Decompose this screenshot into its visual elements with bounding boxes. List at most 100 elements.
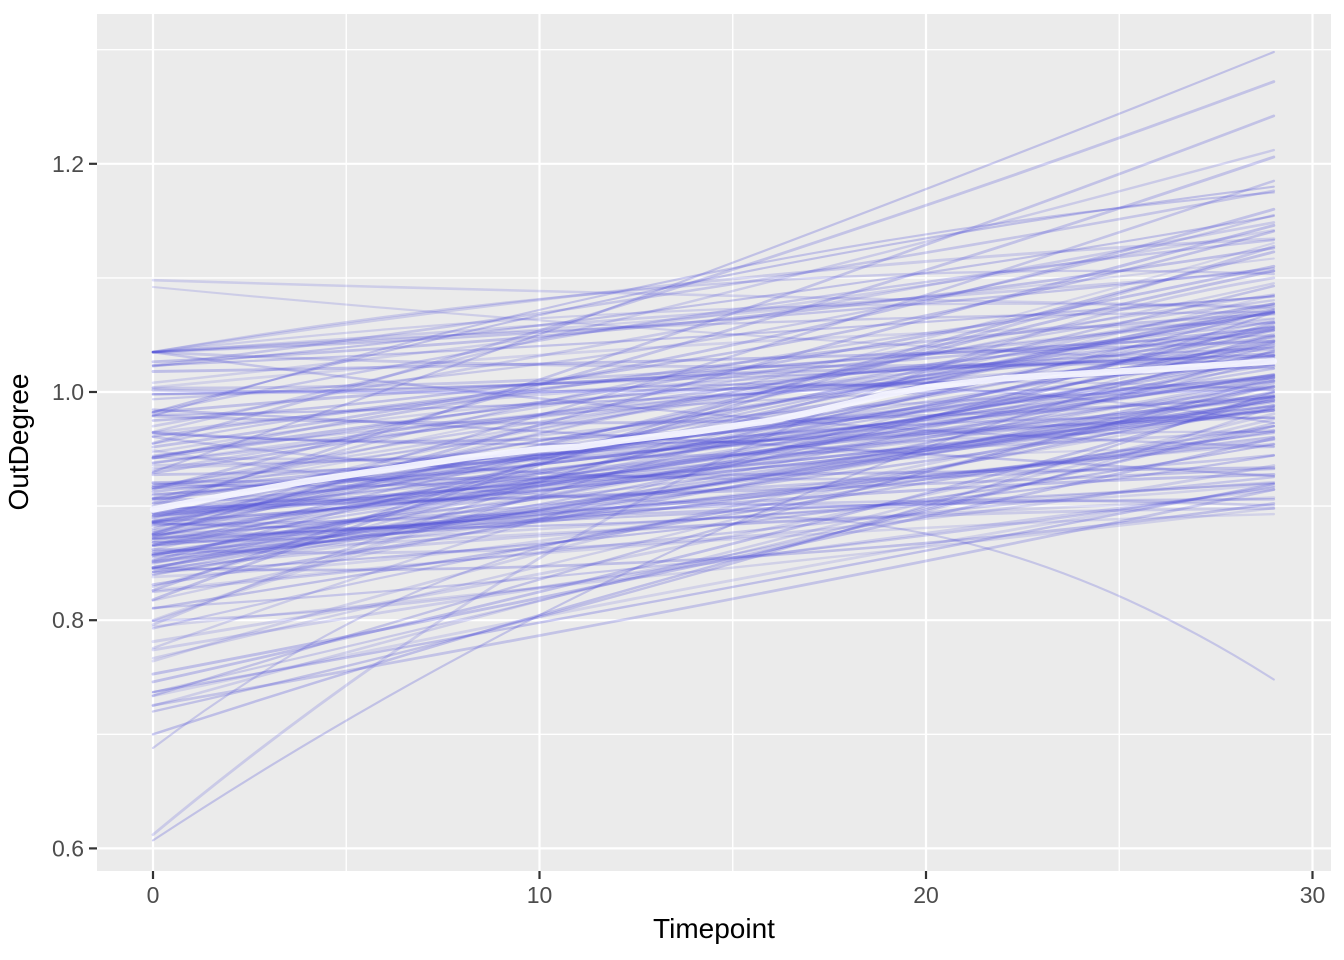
spaghetti-lines	[151, 50, 1276, 842]
y-tick-label: 1.0	[52, 379, 84, 405]
subject-trajectory	[151, 278, 1276, 308]
subject-trajectory	[151, 350, 1276, 448]
subject-trajectory	[151, 350, 1276, 505]
subject-trajectory	[151, 405, 1275, 446]
subject-trajectory	[151, 403, 1275, 538]
subject-trajectory	[151, 214, 1275, 368]
subject-trajectory	[151, 376, 1276, 524]
x-tick-label: 10	[527, 882, 553, 908]
subject-trajectory	[151, 385, 1276, 556]
subject-trajectory	[151, 379, 1275, 602]
subject-trajectory	[151, 506, 1276, 571]
panel-background	[97, 14, 1331, 871]
subject-trajectory	[151, 353, 1276, 557]
subject-trajectory	[151, 397, 1276, 518]
y-axis-title: OutDegree	[3, 374, 34, 511]
subject-trajectory	[151, 229, 1276, 422]
subject-trajectory	[151, 155, 1276, 491]
subject-trajectory	[151, 394, 1276, 425]
subject-trajectory	[151, 358, 1275, 516]
subject-trajectory	[151, 380, 1276, 454]
subject-trajectory	[151, 221, 1276, 428]
subject-trajectory	[151, 482, 1275, 540]
subject-trajectory	[151, 229, 1276, 384]
subject-trajectory	[151, 257, 1275, 354]
subject-trajectory	[151, 482, 1276, 694]
subject-trajectory	[151, 409, 1275, 577]
subject-trajectory	[151, 415, 1276, 488]
subject-trajectory	[151, 321, 1276, 389]
subject-trajectory	[151, 374, 1276, 542]
subject-trajectory	[151, 416, 1275, 522]
subject-trajectory	[151, 431, 1275, 630]
subject-trajectory	[151, 417, 1276, 708]
subject-trajectory	[151, 442, 1276, 576]
subject-trajectory	[151, 473, 1276, 564]
subject-trajectory	[151, 269, 1276, 602]
subject-trajectory	[151, 424, 1276, 736]
axis-tick-labels: 0 10 20 30 0.6 0.8 1.0 1.2	[52, 151, 1325, 908]
subject-trajectory	[151, 285, 1275, 365]
subject-trajectory	[151, 399, 1275, 518]
subject-trajectory	[151, 506, 1276, 628]
subject-trajectory	[151, 496, 1276, 557]
gridlines	[97, 14, 1331, 871]
subject-trajectory	[151, 264, 1276, 460]
subject-trajectory	[151, 374, 1276, 493]
subject-trajectory	[151, 295, 1275, 367]
mean-line	[149, 357, 1278, 513]
subject-trajectory	[151, 294, 1275, 623]
subject-trajectory	[151, 446, 1275, 534]
subject-trajectory	[151, 312, 1276, 460]
subject-trajectory	[151, 464, 1276, 555]
subject-trajectory	[151, 354, 1276, 434]
subject-trajectory	[151, 80, 1276, 445]
x-axis-title: Timepoint	[653, 913, 775, 944]
subject-trajectory	[151, 50, 1275, 473]
subject-trajectory	[151, 488, 1276, 707]
subject-trajectory	[151, 438, 1276, 502]
y-tick-label: 0.8	[52, 607, 84, 633]
subject-trajectory	[151, 350, 1276, 368]
subject-trajectory	[151, 335, 1276, 540]
subject-trajectory	[151, 307, 1275, 546]
subject-trajectory	[151, 373, 1276, 569]
subject-trajectory	[151, 499, 1276, 553]
subject-trajectory	[151, 320, 1276, 396]
subject-trajectory	[151, 360, 1276, 415]
subject-trajectory	[151, 311, 1276, 390]
subject-trajectory	[151, 311, 1275, 559]
subject-trajectory	[151, 398, 1276, 569]
subject-trajectory	[151, 282, 1275, 487]
subject-trajectory	[151, 310, 1276, 563]
subject-trajectory	[151, 516, 1275, 750]
subject-trajectory	[151, 430, 1275, 548]
subject-trajectory	[151, 408, 1276, 478]
subject-trajectory	[151, 295, 1276, 505]
subject-trajectory	[151, 443, 1275, 573]
subject-trajectory	[151, 269, 1275, 354]
y-tick-label: 1.2	[52, 151, 84, 177]
x-tick-label: 30	[1300, 882, 1326, 908]
subject-trajectory	[151, 424, 1276, 610]
y-tick-label: 0.6	[52, 835, 84, 861]
subject-trajectory	[151, 358, 1276, 488]
subject-trajectory	[151, 293, 1276, 472]
subject-trajectory	[151, 238, 1276, 414]
subject-trajectory	[151, 302, 1276, 536]
subject-trajectory	[151, 384, 1275, 660]
subject-trajectory	[151, 398, 1276, 663]
subject-trajectory	[151, 436, 1276, 676]
subject-trajectory	[151, 395, 1276, 684]
subject-trajectory	[151, 454, 1275, 530]
subject-trajectory	[151, 317, 1275, 500]
subject-trajectory	[151, 484, 1276, 698]
subject-trajectory	[151, 394, 1276, 544]
subject-trajectory	[151, 388, 1275, 491]
subject-trajectory	[151, 435, 1276, 481]
subject-trajectory	[151, 325, 1275, 650]
subject-trajectory	[151, 395, 1275, 517]
subject-trajectory	[151, 244, 1276, 525]
